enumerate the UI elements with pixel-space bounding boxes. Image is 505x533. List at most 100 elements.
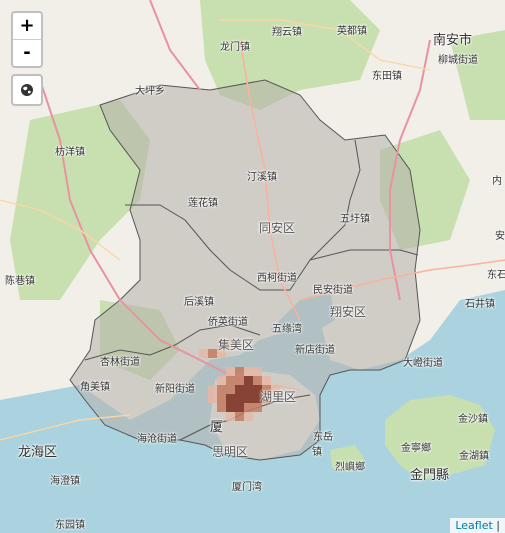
label-wu-yuan: 五缘湾 (272, 324, 302, 335)
heat-cell (244, 367, 253, 376)
label-dong-yuan: 东园镇 (55, 520, 85, 531)
forest-area-north (200, 0, 380, 110)
lieyu-island (330, 445, 365, 472)
label-long-hai: 龙海区 (18, 445, 58, 460)
heat-cell (226, 376, 235, 385)
heat-cell (262, 376, 271, 385)
label-jin-sha: 金沙鎮 (458, 414, 488, 425)
label-dong-tian: 东田镇 (372, 71, 402, 82)
zoom-out-button[interactable]: - (23, 42, 31, 63)
label-dong-yue: 东岳 (313, 432, 333, 443)
heat-cell (226, 412, 235, 421)
heat-cell (217, 340, 226, 349)
label-xiang-an: 翔安区 (330, 305, 367, 319)
heat-cell (271, 385, 280, 394)
heat-cell (226, 340, 235, 349)
label-xi-ke: 西柯街道 (257, 273, 297, 284)
label-long-men: 龙门镇 (220, 42, 250, 53)
heat-cell (199, 349, 208, 358)
heat-cell (235, 394, 244, 403)
label-ting-xi: 汀溪镇 (247, 172, 277, 183)
motorway-2 (389, 39, 431, 301)
label-jin-men: 金門縣 (410, 468, 450, 483)
motorway-1 (39, 79, 241, 381)
heat-cell (244, 385, 253, 394)
xiamen-region-overlay (69, 79, 421, 461)
label-xin-dian: 新店街道 (295, 345, 335, 356)
label-xia-men-wan: 厦门湾 (232, 482, 262, 493)
label-nan-an-shi: 南安市 (433, 33, 473, 48)
attribution-separator: | (496, 519, 500, 532)
label-hou-xi: 后溪镇 (184, 297, 214, 308)
label-fang-yang: 枋洋镇 (55, 147, 85, 158)
label-nei: 内 (492, 176, 502, 187)
label-jin-hu: 金湖鎮 (459, 451, 489, 462)
motorway-3 (149, 0, 201, 91)
forest-area-west (10, 100, 150, 300)
heat-cell (226, 385, 235, 394)
heat-cell (217, 394, 226, 403)
heat-cell (208, 394, 217, 403)
label-lian-hua: 莲花镇 (188, 198, 218, 209)
trunk-road-1 (239, 39, 301, 321)
leaflet-link[interactable]: Leaflet (455, 519, 493, 532)
heat-cell (226, 394, 235, 403)
layers-control-button[interactable] (11, 74, 43, 106)
label-ji-mei: 集美区 (218, 338, 255, 352)
heat-cell (253, 367, 262, 376)
label-xiang-yun: 翔云镇 (272, 27, 302, 38)
label-ying-du: 英都镇 (337, 26, 367, 37)
trunk-road-2 (299, 259, 505, 301)
label-hu-li: 湖里区 (260, 390, 297, 404)
attribution: Leaflet | (450, 518, 505, 533)
heat-cell (235, 412, 244, 421)
heat-cell (235, 367, 244, 376)
label-an: 安 (495, 231, 505, 242)
label-dong-shi: 东石 (487, 270, 505, 281)
label-si-ming: 思明区 (212, 445, 249, 459)
label-liu-cheng: 柳城街道 (438, 55, 478, 66)
label-da-ping: 大坪乡 (135, 86, 165, 97)
heat-cell (244, 394, 253, 403)
zoom-in-button[interactable]: + (13, 13, 41, 40)
primary-road-1 (0, 414, 131, 441)
label-chen-xiang: 陈巷镇 (5, 276, 35, 287)
primary-road-2 (0, 199, 121, 261)
label-lie-yu: 烈嶼鄉 (335, 462, 365, 473)
heat-cell (253, 376, 262, 385)
label-jin-ning: 金寧鄉 (401, 443, 431, 454)
label-da-deng: 大嶝街道 (403, 358, 443, 369)
heat-cell (217, 349, 226, 358)
heat-cell (253, 394, 262, 403)
label-xing-lin: 杏林街道 (100, 357, 140, 368)
heat-cell (235, 403, 244, 412)
label-xia: 厦 (210, 420, 224, 435)
label-min-an: 民安街道 (313, 285, 353, 296)
heat-cell (235, 376, 244, 385)
heat-cell (253, 385, 262, 394)
heat-cell (244, 376, 253, 385)
label-zhen: 镇 (312, 447, 322, 458)
district-boundary-2 (309, 249, 419, 261)
heat-cell (253, 403, 262, 412)
heat-cell (208, 385, 217, 394)
heat-grid (199, 340, 280, 421)
label-qiao-ying: 侨英街道 (208, 317, 248, 328)
district-boundary-3 (84, 324, 261, 361)
heat-cell (217, 385, 226, 394)
label-hai-cheng: 海澄镇 (50, 476, 80, 487)
district-boundary-1 (125, 139, 361, 291)
heat-cell (217, 376, 226, 385)
kinmen-island (385, 395, 495, 480)
heat-cell (244, 412, 253, 421)
heat-cell (217, 403, 226, 412)
heat-cell (262, 394, 271, 403)
heat-cell (226, 403, 235, 412)
primary-road-3 (220, 19, 431, 71)
heat-cell (262, 385, 271, 394)
label-shi-jing: 石井镇 (465, 299, 495, 310)
heat-cell (208, 349, 217, 358)
label-jiao-mei: 角美镇 (80, 382, 110, 393)
